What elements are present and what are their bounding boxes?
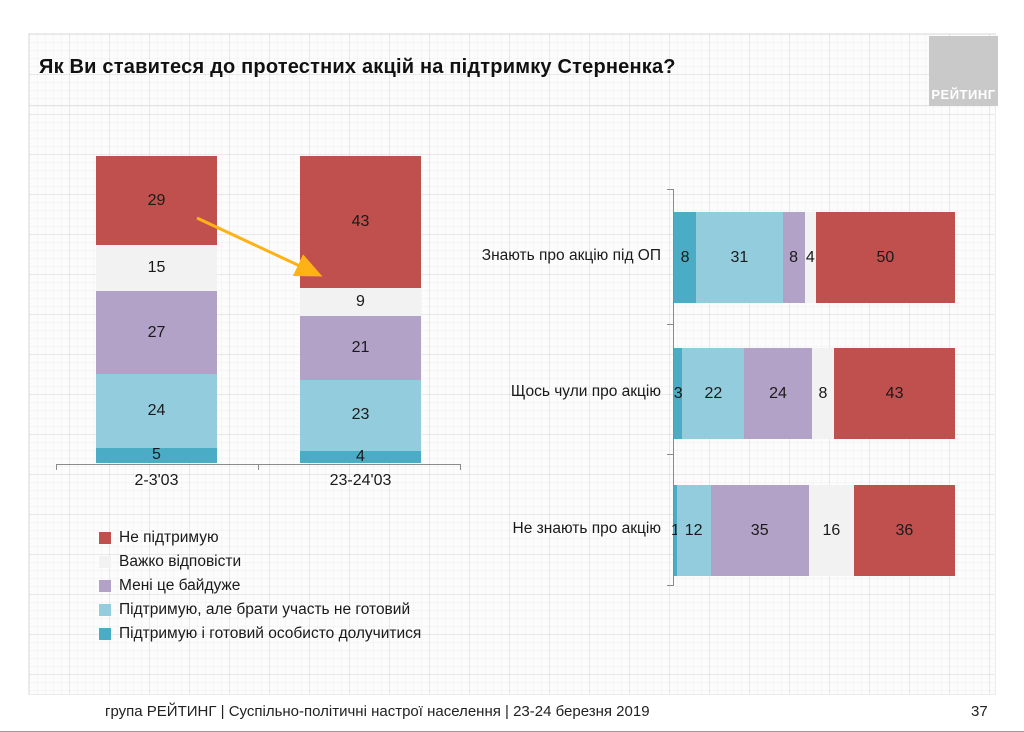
legend-swatch-icon — [99, 556, 111, 568]
bar-segment: 3 — [673, 348, 683, 439]
bar-segment: 15 — [96, 245, 217, 292]
bar-segment-value: 43 — [885, 384, 904, 402]
row-label: Знають про акцію під ОП — [481, 247, 661, 264]
bar-segment: 29 — [96, 156, 217, 246]
bar-segment: 35 — [710, 485, 809, 576]
category-label: 23-24'03 — [329, 472, 392, 489]
bar-segment-value: 23 — [351, 406, 370, 424]
bar-segment: 8 — [674, 212, 697, 303]
legend-swatch-icon — [99, 580, 111, 592]
bar-segment: 50 — [815, 212, 955, 303]
legend-item: Підтримую і готовий особисто долучитися — [99, 622, 421, 646]
page-title: Як Ви ставитеся до протестних акцій на п… — [39, 56, 676, 78]
bar-segment: 31 — [696, 212, 783, 303]
bar-segment-value: 8 — [789, 248, 799, 266]
bar-segment: 22 — [682, 348, 745, 439]
bar-segment-value: 3 — [673, 384, 683, 402]
bar-segment-value: 4 — [805, 248, 815, 266]
bar-segment-value: 4 — [356, 447, 365, 465]
bar-segment-value: 27 — [147, 323, 166, 341]
bar-segment: 1 — [670, 485, 680, 576]
bar-segment: 43 — [300, 156, 421, 289]
stacked-column: 29 15 27 24 5 — [96, 156, 217, 463]
bar-segment-value: 9 — [356, 292, 365, 310]
bar-segment-value: 50 — [876, 248, 895, 266]
legend-swatch-icon — [99, 532, 111, 544]
bar-segment-value: 21 — [351, 338, 370, 356]
legend: Не підтримую Важко відповісти Мені це байд… — [99, 526, 421, 646]
row-label: Щось чули про акцію — [510, 383, 661, 400]
bar-segment-value: 36 — [895, 521, 914, 539]
bar-segment-value: 8 — [818, 384, 828, 402]
bar-segment-value: 24 — [147, 401, 166, 419]
bar-segment-value: 31 — [730, 248, 749, 266]
bar-segment-value: 1 — [670, 521, 680, 539]
bar-segment-value: 12 — [684, 521, 703, 539]
title-divider — [29, 105, 995, 106]
x-axis-tick — [258, 464, 259, 470]
legend-label: Важко відповісти — [119, 553, 242, 570]
category-label: 2-3'03 — [134, 472, 179, 489]
stacked-bar-row: 3 22 24 8 43 — [674, 348, 955, 439]
rating-logo: РЕЙТИНГ — [929, 36, 998, 106]
bar-segment: 4 — [804, 212, 816, 303]
y-axis-line — [673, 189, 674, 586]
bar-segment: 8 — [782, 212, 805, 303]
legend-item: Мені це байдуже — [99, 574, 421, 598]
bar-segment: 27 — [96, 291, 217, 374]
bar-segment: 9 — [300, 288, 421, 316]
bar-segment-value: 5 — [152, 446, 161, 464]
y-axis-tick — [667, 189, 674, 190]
legend-label: Мені це байдуже — [119, 577, 241, 594]
bar-segment: 24 — [96, 373, 217, 448]
bar-segment: 21 — [300, 315, 421, 381]
legend-label: Підтримую, але брати участь не готовий — [119, 601, 411, 618]
slide-canvas: Як Ви ставитеся до протестних акцій на п… — [28, 33, 998, 695]
bar-segment-value: 29 — [147, 191, 166, 209]
bar-segment-value: 8 — [680, 248, 690, 266]
bar-segment-value: 43 — [351, 213, 370, 230]
x-axis-tick — [56, 464, 57, 470]
row-label: Не знають про акцію — [512, 520, 661, 537]
bar-segment: 5 — [96, 446, 217, 464]
bar-segment: 23 — [300, 380, 421, 451]
page-number: 37 — [971, 703, 988, 720]
bar-segment-value: 35 — [750, 521, 769, 539]
legend-item: Підтримую, але брати участь не готовий — [99, 598, 421, 622]
bar-segment-value: 24 — [769, 384, 787, 402]
bar-segment: 8 — [811, 348, 835, 439]
bar-segment: 12 — [676, 485, 711, 576]
bar-segment-value: 15 — [147, 259, 166, 277]
bar-segment-value: 16 — [822, 521, 841, 539]
stacked-column: 43 9 21 23 4 — [300, 156, 421, 465]
x-axis-tick — [460, 464, 461, 470]
footer-text: група РЕЙТИНГ | Суспільно-політичні наст… — [105, 703, 650, 720]
bar-segment: 43 — [834, 348, 955, 439]
y-axis-tick — [667, 585, 674, 586]
legend-swatch-icon — [99, 628, 111, 640]
legend-item: Не підтримую — [99, 526, 421, 550]
legend-label: Не підтримую — [119, 529, 219, 546]
legend-swatch-icon — [99, 604, 111, 616]
bar-segment: 36 — [853, 485, 955, 576]
bar-segment-value: 22 — [704, 384, 723, 402]
y-axis-tick — [667, 324, 674, 325]
legend-label: Підтримую і готовий особисто долучитися — [119, 625, 422, 642]
legend-item: Важко відповісти — [99, 550, 421, 574]
bar-segment: 24 — [744, 348, 812, 439]
bar-segment: 16 — [808, 485, 854, 576]
bar-segment: 4 — [300, 447, 421, 465]
stacked-bar-row: 8 31 8 4 50 — [674, 212, 955, 303]
stacked-bar-row: 1 12 35 16 36 — [670, 485, 955, 576]
y-axis-tick — [667, 454, 674, 455]
